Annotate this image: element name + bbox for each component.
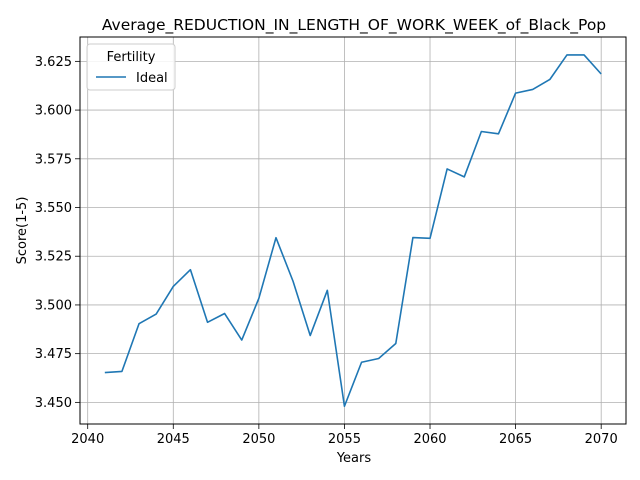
- data-point: [154, 312, 158, 316]
- x-tick-label: 2060: [413, 432, 446, 447]
- legend: Fertility Ideal: [86, 43, 176, 91]
- series-layer: [103, 53, 603, 408]
- x-tick-label: 2070: [585, 432, 618, 447]
- x-axis-title: Years: [336, 451, 372, 466]
- x-tick-label: 2065: [499, 432, 532, 447]
- data-point: [428, 236, 432, 240]
- x-tick-label: 2050: [242, 432, 275, 447]
- data-point: [582, 53, 586, 57]
- data-point: [274, 236, 278, 240]
- data-point: [548, 77, 552, 81]
- data-point: [137, 322, 141, 326]
- data-point: [514, 91, 518, 95]
- data-point: [240, 338, 244, 342]
- data-point: [394, 342, 398, 346]
- data-point: [531, 87, 535, 91]
- y-tick-label: 3.500: [35, 298, 72, 313]
- data-point: [171, 284, 175, 288]
- data-point: [206, 320, 210, 324]
- data-point: [411, 236, 415, 240]
- x-tick-label: 2045: [157, 432, 190, 447]
- data-point: [479, 130, 483, 134]
- data-point: [360, 360, 364, 364]
- data-point: [325, 288, 329, 292]
- data-point: [462, 175, 466, 179]
- data-point: [377, 357, 381, 361]
- data-point: [188, 268, 192, 272]
- x-tick-label: 2040: [71, 432, 104, 447]
- grid-lines: [80, 37, 626, 424]
- legend-box: [86, 43, 176, 91]
- data-point: [257, 296, 261, 300]
- data-point: [120, 369, 124, 373]
- chart-title: Average_REDUCTION_IN_LENGTH_OF_WORK_WEEK…: [102, 16, 606, 35]
- legend-label: Ideal: [136, 71, 168, 86]
- series-line-ideal: [104, 54, 602, 408]
- data-point: [342, 404, 346, 408]
- y-axis-title: Score(1-5): [15, 197, 30, 265]
- data-point: [308, 334, 312, 338]
- data-point: [103, 371, 107, 375]
- y-tick-label: 3.450: [35, 396, 72, 411]
- data-point: [223, 312, 227, 316]
- data-point: [445, 167, 449, 171]
- y-tick-label: 3.475: [35, 347, 72, 362]
- data-point: [496, 132, 500, 136]
- y-tick-label: 3.575: [35, 152, 72, 167]
- y-axis: 3.450 3.475 3.500 3.525 3.550 3.575 3.600 3.625: [35, 55, 80, 411]
- plot-frame: [79, 36, 627, 425]
- y-tick-label: 3.525: [35, 250, 72, 265]
- y-tick-label: 3.550: [35, 201, 72, 216]
- y-tick-label: 3.600: [35, 104, 72, 119]
- data-point: [565, 53, 569, 57]
- y-tick-label: 3.625: [35, 55, 72, 70]
- data-point: [291, 279, 295, 283]
- x-tick-label: 2055: [328, 432, 361, 447]
- x-axis: 2040 2045 2050 2055 2060 2065 2070: [71, 424, 618, 447]
- legend-title: Fertility: [107, 50, 156, 65]
- data-point: [599, 72, 603, 76]
